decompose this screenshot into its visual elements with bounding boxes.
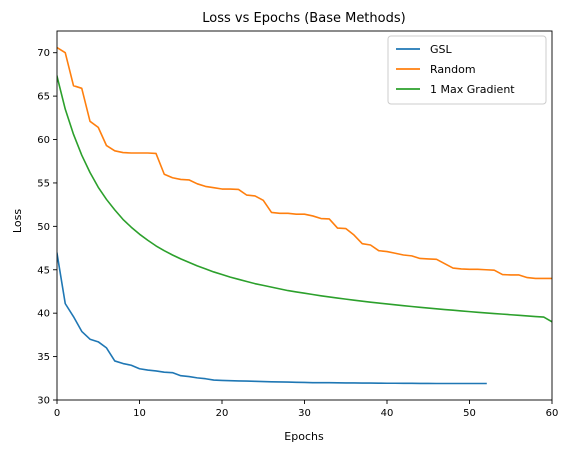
y-tick-label: 65 — [37, 92, 50, 103]
x-tick-label: 20 — [216, 408, 229, 419]
series-line-1 — [57, 252, 487, 385]
y-tick-label: 30 — [37, 396, 50, 407]
y-tick-label: 35 — [37, 352, 50, 363]
y-tick-label: 60 — [37, 135, 50, 146]
y-tick-label: 40 — [37, 309, 50, 320]
y-tick-label: 70 — [37, 48, 50, 59]
legend-label: Random — [430, 63, 476, 76]
y-tick-label: 50 — [37, 222, 50, 233]
x-tick-label: 0 — [54, 408, 60, 419]
series-line-2 — [57, 46, 552, 280]
y-tick-label: 55 — [37, 178, 50, 189]
x-axis-title: Epochs — [284, 430, 324, 443]
chart-title: Loss vs Epochs (Base Methods) — [202, 11, 405, 26]
x-tick-label: 40 — [381, 408, 394, 419]
legend: GSL Random 1 Max Gradient — [387, 35, 547, 105]
legend-label: GSL — [430, 43, 453, 56]
legend-label: 1 Max Gradient — [430, 83, 515, 96]
y-axis-title: Loss — [11, 209, 24, 233]
plot-area — [57, 46, 552, 385]
x-tick-label: 50 — [463, 408, 476, 419]
legend-box — [387, 35, 547, 105]
x-tick-label: 30 — [298, 408, 311, 419]
series-line-3 — [57, 75, 552, 323]
x-tick-label: 60 — [546, 408, 559, 419]
y-tick-label: 45 — [37, 265, 50, 276]
axes: 0 10 20 30 40 50 60 30 35 40 45 50 55 60 65 70 — [37, 30, 559, 419]
x-tick-label: 10 — [133, 408, 146, 419]
